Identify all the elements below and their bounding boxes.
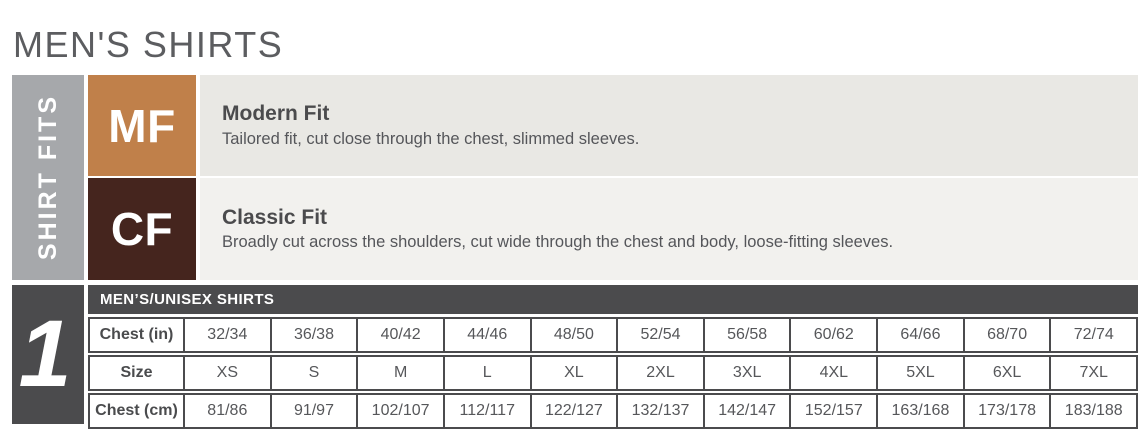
modern-fit-code: MF — [108, 99, 176, 152]
table-cell: 142/147 — [702, 395, 790, 427]
classic-fit-description-panel: Classic Fit Broadly cut across the shoul… — [200, 178, 1138, 280]
table-cell: 4XL — [789, 357, 876, 389]
table-cell: 81/86 — [183, 395, 270, 427]
shirt-fits-sidebar: SHIRT FITS — [12, 75, 84, 280]
size-table-header: MEN’S/UNISEX SHIRTS — [88, 285, 1138, 314]
table-cell: 102/107 — [356, 395, 443, 427]
table-cell: 44/46 — [442, 319, 530, 351]
table-cell: 2XL — [616, 357, 703, 389]
modern-fit-name: Modern Fit — [222, 102, 330, 126]
fit-row-modern: MF Modern Fit Tailored fit, cut close th… — [88, 75, 1138, 176]
section-index-number: 1 — [18, 301, 72, 407]
table-cell: S — [269, 357, 357, 389]
section-index-badge: 1 — [12, 285, 84, 424]
page-title: MEN'S SHIRTS — [13, 24, 284, 65]
classic-fit-badge: CF — [88, 178, 196, 280]
table-cell: 56/58 — [702, 319, 790, 351]
modern-fit-description: Tailored fit, cut close through the ches… — [222, 129, 640, 148]
table-cell: 32/34 — [183, 319, 270, 351]
table-cell: 64/66 — [876, 319, 963, 351]
table-cell: 60/62 — [789, 319, 876, 351]
classic-fit-name: Classic Fit — [222, 205, 328, 229]
row-label: Chest (in) — [99, 326, 174, 343]
row-label: Chest (cm) — [95, 402, 178, 419]
table-row-chest-in: Chest (in) 32/34 36/38 40/42 44/46 48/50… — [88, 317, 1138, 353]
classic-fit-code: CF — [110, 203, 174, 255]
classic-fit-description: Broadly cut across the shoulders, cut wi… — [222, 233, 894, 252]
table-cell: 68/70 — [962, 319, 1050, 351]
table-cell: 52/54 — [616, 319, 703, 351]
table-cell: 152/157 — [789, 395, 876, 427]
table-cell: 40/42 — [356, 319, 443, 351]
modern-fit-description-panel: Modern Fit Tailored fit, cut close throu… — [200, 75, 1138, 176]
table-cell: L — [442, 357, 530, 389]
table-cell: M — [356, 357, 443, 389]
table-cell: 6XL — [962, 357, 1050, 389]
table-row-size: Size XS S M L XL 2XL 3XL 4XL 5XL 6XL 7XL — [88, 355, 1138, 391]
table-cell: 173/178 — [962, 395, 1050, 427]
table-cell: 183/188 — [1049, 395, 1136, 427]
table-cell: 3XL — [702, 357, 790, 389]
table-cell: XS — [183, 357, 270, 389]
table-cell: 36/38 — [269, 319, 357, 351]
size-table: MEN’S/UNISEX SHIRTS Chest (in) 32/34 36/… — [88, 285, 1138, 431]
modern-fit-badge: MF — [88, 75, 196, 176]
table-cell: 72/74 — [1049, 319, 1136, 351]
shirt-fits-label: SHIRT FITS — [33, 94, 62, 261]
table-cell: 122/127 — [529, 395, 617, 427]
table-cell: 112/117 — [442, 395, 530, 427]
table-cell: XL — [529, 357, 617, 389]
table-row-chest-cm: Chest (cm) 81/86 91/97 102/107 112/117 1… — [88, 393, 1138, 429]
table-cell: 5XL — [876, 357, 963, 389]
table-cell: 48/50 — [529, 319, 617, 351]
table-cell: 7XL — [1049, 357, 1136, 389]
row-label: Size — [120, 364, 153, 381]
table-cell: 163/168 — [876, 395, 963, 427]
table-cell: 132/137 — [616, 395, 703, 427]
table-cell: 91/97 — [269, 395, 357, 427]
fit-row-classic: CF Classic Fit Broadly cut across the sh… — [88, 178, 1138, 280]
